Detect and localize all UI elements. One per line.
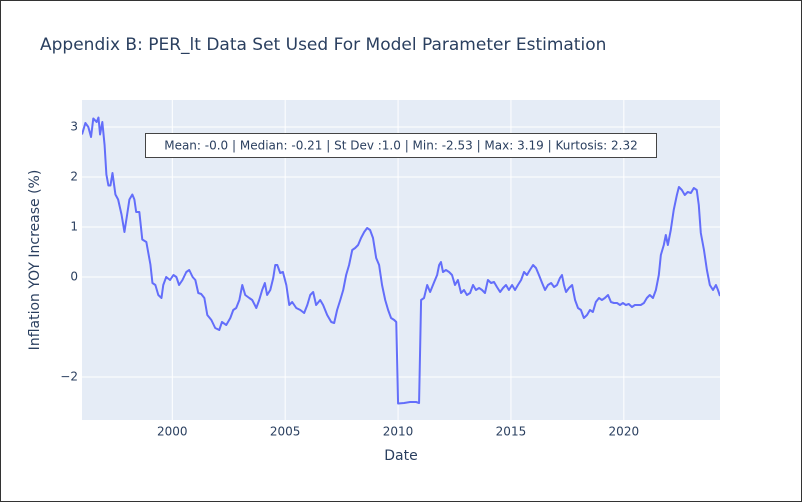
x-tick-label: 2020 [609,425,640,439]
y-tick-label: 1 [70,220,78,234]
y-axis-label: Inflation YOY Increase (%) [27,170,43,351]
x-tick-label: 2015 [496,425,527,439]
chart-title: Appendix B: PER_lt Data Set Used For Mod… [40,35,606,55]
x-tick-label: 2000 [157,425,188,439]
x-tick-label: 2005 [270,425,301,439]
y-tick-label: −2 [60,370,78,384]
y-tick-label: 0 [70,270,78,284]
annotation-box [145,133,657,158]
y-tick-label: 3 [70,120,78,134]
data-line [82,116,720,405]
annotation: Mean: -0.0 | Median: -0.21 | St Dev :1.0… [164,139,638,153]
y-tick-label: 2 [70,170,78,184]
x-tick-label: 2010 [383,425,414,439]
x-axis-label: Date [384,448,417,464]
